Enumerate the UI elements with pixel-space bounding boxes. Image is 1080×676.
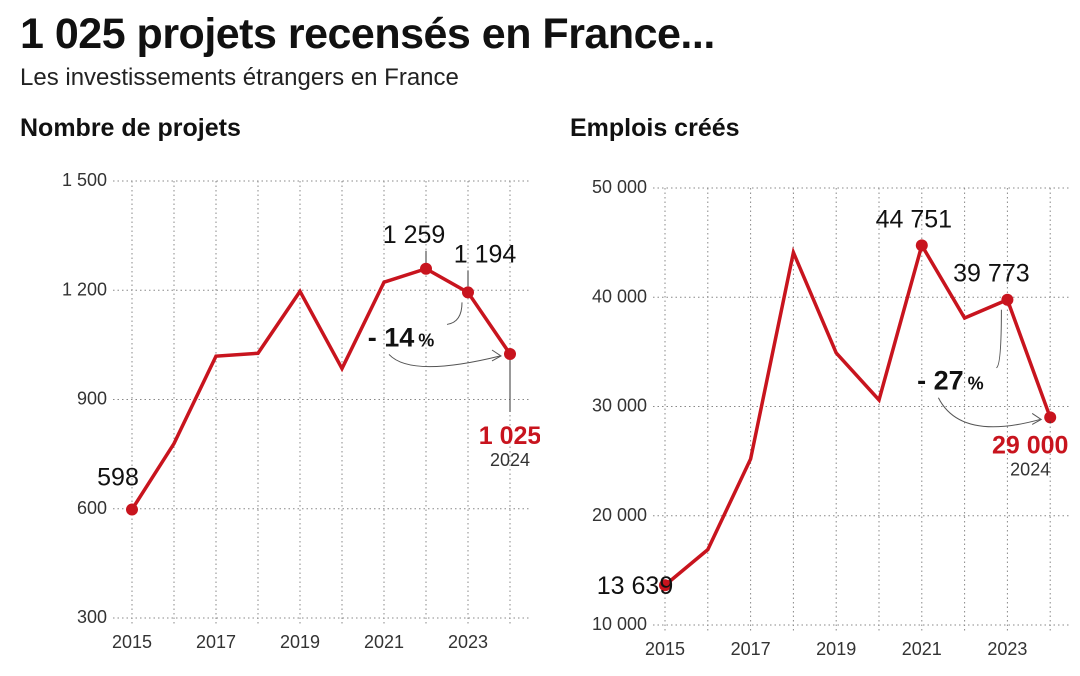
change-arrow-top [996, 309, 1002, 369]
highlight-value: 1 025 [479, 422, 540, 450]
data-label: 598 [97, 463, 139, 491]
y-tick-label: 10 000 [592, 614, 647, 634]
data-label: 39 773 [953, 260, 1029, 288]
x-tick-label: 2023 [448, 632, 488, 652]
y-tick-label: 600 [77, 498, 107, 518]
data-label: 44 751 [876, 205, 952, 233]
y-tick-label: 30 000 [592, 396, 647, 416]
change-arrow-bottom [937, 397, 1041, 428]
change-value: - 27% [917, 366, 984, 396]
data-point [659, 579, 671, 592]
change-arrowhead [1031, 413, 1043, 425]
data-point [1001, 293, 1014, 306]
x-tick-label: 2023 [987, 639, 1027, 659]
series-line [130, 266, 512, 511]
change-arrow-top [446, 302, 463, 325]
x-tick-label: 2015 [112, 632, 152, 652]
y-tick-label: 40 000 [592, 286, 647, 306]
change-arrow-bottom [388, 354, 501, 368]
page-title: 1 025 projets recensés en France... [20, 10, 715, 58]
chart-left-title: Nombre de projets [20, 114, 241, 142]
data-label: 1 259 [383, 221, 446, 249]
data-point [462, 286, 474, 299]
y-tick-label: 50 000 [592, 177, 647, 197]
x-tick-label: 2019 [816, 639, 856, 659]
highlight-year: 2024 [490, 450, 530, 470]
highlight-value: 29 000 [992, 431, 1068, 459]
x-tick-label: 2015 [645, 639, 685, 659]
change-value: - 14% [368, 322, 435, 352]
data-label: 13 639 [597, 572, 673, 600]
data-point [915, 239, 928, 252]
series-line [663, 240, 1052, 587]
chart-projets: 300 600 900 1 200 1 500 2015 2017 2019 2021 2023 5… [62, 170, 540, 652]
data-label: 1 194 [454, 240, 517, 268]
highlight-year: 2024 [1010, 459, 1050, 479]
x-tick-label: 2017 [196, 632, 236, 652]
highlight-point [504, 347, 516, 360]
change-arrowhead [491, 349, 502, 362]
data-point [420, 262, 432, 275]
page-subtitle: Les investissements étrangers en France [20, 64, 459, 91]
chart-emplois: 10 000 20 000 30 000 40 000 50 000 2015 2017 20… [592, 177, 1070, 659]
y-tick-label: 1 500 [62, 170, 107, 190]
x-tick-label: 2017 [731, 639, 771, 659]
x-tick-label: 2019 [280, 632, 320, 652]
x-tick-label: 2021 [902, 639, 942, 659]
y-tick-label: 900 [77, 389, 107, 409]
highlight-point [1044, 411, 1057, 424]
x-tick-label: 2021 [364, 632, 404, 652]
chart-right-title: Emplois créés [570, 114, 740, 142]
data-point [126, 503, 138, 516]
y-tick-label: 1 200 [62, 279, 107, 299]
y-tick-label: 20 000 [592, 505, 647, 525]
y-tick-label: 300 [77, 607, 107, 627]
